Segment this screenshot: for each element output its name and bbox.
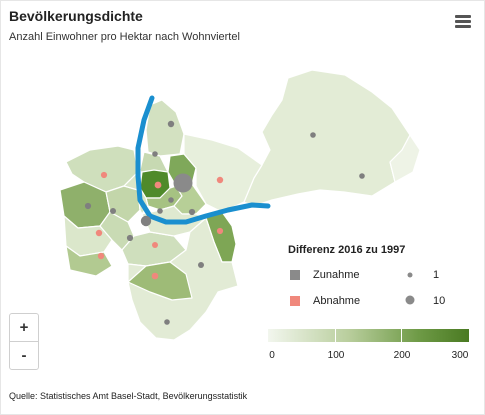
color-scale-label-0: 0 bbox=[269, 350, 275, 361]
legend-size-large-label: 10 bbox=[433, 295, 445, 307]
bubble-increase[interactable] bbox=[168, 121, 174, 127]
district-kleinhueningen[interactable] bbox=[146, 100, 184, 156]
bubble-increase[interactable] bbox=[189, 209, 195, 215]
bubble-increase[interactable] bbox=[310, 132, 316, 138]
bubble-increase[interactable] bbox=[174, 174, 193, 193]
legend-decrease-swatch bbox=[290, 296, 300, 306]
bubble-increase[interactable] bbox=[164, 319, 170, 325]
bubble-decrease[interactable] bbox=[96, 230, 102, 236]
bubble-decrease[interactable] bbox=[217, 228, 223, 234]
district-riehen[interactable] bbox=[244, 70, 410, 206]
zoom-out-button[interactable]: - bbox=[10, 341, 38, 369]
bubble-increase[interactable] bbox=[198, 262, 204, 268]
bubble-decrease[interactable] bbox=[155, 182, 162, 189]
bubble-decrease[interactable] bbox=[217, 177, 223, 183]
zoom-in-button[interactable]: + bbox=[10, 314, 38, 341]
bubble-increase[interactable] bbox=[152, 151, 158, 157]
bubble-decrease[interactable] bbox=[101, 172, 107, 178]
legend-decrease-label: Abnahme bbox=[313, 295, 360, 307]
legend-increase-label: Zunahme bbox=[313, 269, 359, 281]
bubble-increase[interactable] bbox=[110, 208, 116, 214]
color-scale-label-100: 100 bbox=[328, 350, 345, 361]
color-scale-bar bbox=[268, 329, 469, 342]
bubble-decrease[interactable] bbox=[152, 242, 158, 248]
color-scale-label-300: 300 bbox=[452, 350, 469, 361]
legend-increase-swatch bbox=[290, 270, 300, 280]
bubble-increase[interactable] bbox=[157, 208, 163, 214]
legend-size-large-symbol bbox=[406, 296, 415, 305]
legend-size-small-label: 1 bbox=[433, 269, 439, 281]
bubble-decrease[interactable] bbox=[152, 273, 159, 280]
bubble-increase[interactable] bbox=[141, 216, 151, 226]
color-scale-label-200: 200 bbox=[394, 350, 411, 361]
source-note: Quelle: Statistisches Amt Basel-Stadt, B… bbox=[9, 391, 247, 401]
bubble-decrease[interactable] bbox=[98, 253, 104, 259]
bubble-increase[interactable] bbox=[168, 197, 174, 203]
color-scale-tick bbox=[401, 329, 402, 342]
bubble-increase[interactable] bbox=[127, 235, 133, 241]
legend-size-small-symbol bbox=[408, 273, 413, 278]
legend-title: Differenz 2016 zu 1997 bbox=[288, 244, 405, 256]
color-scale-tick bbox=[335, 329, 336, 342]
bubble-increase[interactable] bbox=[359, 173, 365, 179]
bubble-increase[interactable] bbox=[85, 203, 91, 209]
zoom-control: + - bbox=[9, 313, 39, 370]
